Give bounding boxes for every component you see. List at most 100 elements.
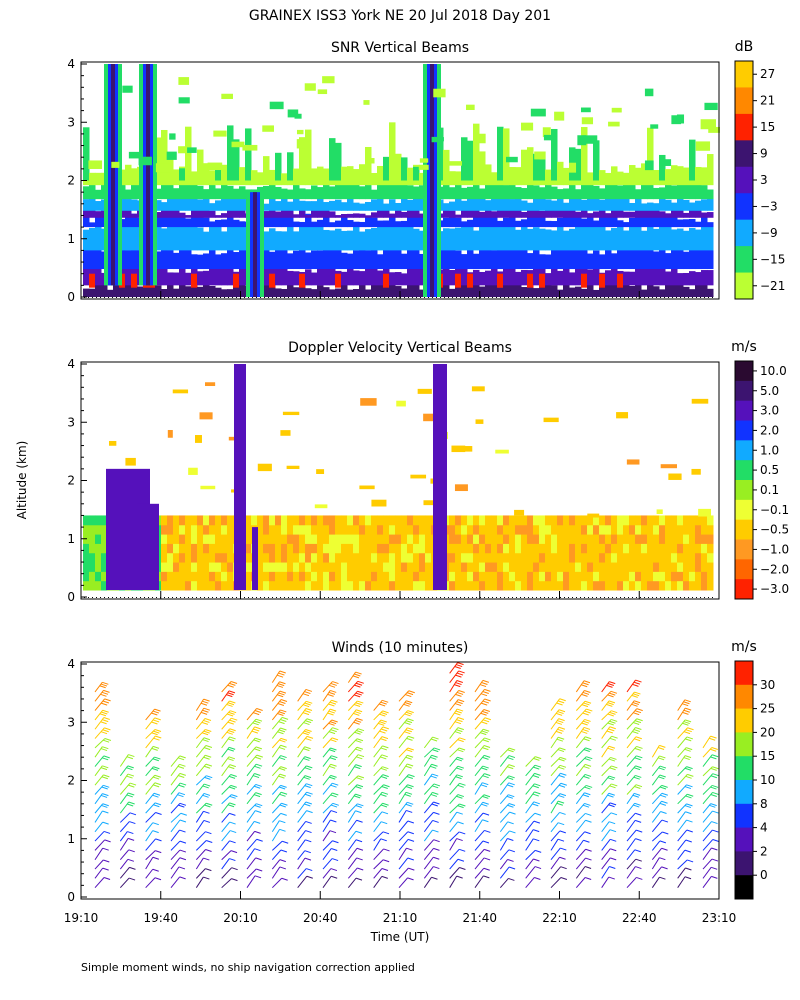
snr-cell	[700, 119, 716, 130]
snr-cell	[539, 273, 546, 288]
doppler-cell	[671, 571, 678, 582]
wind-barb-flag	[683, 709, 690, 713]
wind-barb-flag	[203, 810, 210, 814]
wind-barb-flag	[378, 703, 386, 707]
doppler-cell	[683, 543, 690, 554]
snr-cell	[485, 200, 492, 211]
doppler-cell	[527, 534, 534, 544]
wind-barb-flag	[151, 712, 158, 716]
wind-barb-flag	[454, 684, 461, 688]
wind-barb-flag	[279, 859, 287, 863]
snr-cell	[377, 282, 384, 297]
snr-cell	[665, 213, 672, 218]
doppler-cell	[419, 552, 426, 563]
snr-cell	[233, 188, 240, 200]
doppler-cell	[203, 571, 210, 582]
wind-barb-flag	[355, 839, 363, 843]
snr-cell	[557, 270, 564, 286]
snr-cell	[689, 289, 696, 297]
doppler-cell	[167, 580, 174, 591]
snr-cell	[178, 146, 188, 154]
colorbar-unit: m/s	[731, 639, 757, 655]
doppler-cell	[473, 524, 480, 535]
snr-cell	[641, 249, 648, 270]
baseline-dot	[648, 597, 649, 598]
doppler-cell	[611, 515, 618, 526]
wind-barb-flag	[533, 838, 540, 842]
doppler-cell	[641, 524, 648, 535]
doppler-cell	[191, 571, 198, 582]
wind-barb-flag	[711, 784, 719, 788]
wind-barb-flag	[609, 726, 616, 730]
doppler-cell	[695, 524, 702, 535]
wind-barb	[195, 811, 204, 823]
snr-cell	[443, 267, 450, 286]
x-axis-label: Time (UT)	[370, 930, 430, 944]
wind-barb-flag	[254, 830, 261, 834]
snr-cell	[539, 286, 546, 297]
snr-cell	[221, 253, 228, 270]
snr-cell	[582, 135, 598, 144]
wind-barb	[271, 820, 280, 833]
snr-cell	[281, 206, 288, 218]
snr-cell	[167, 225, 174, 251]
wind-barb-flag	[481, 803, 488, 807]
doppler-cell	[635, 580, 642, 591]
baseline-dot	[424, 597, 425, 598]
snr-cell	[122, 85, 133, 93]
wind-barb	[297, 857, 306, 870]
snr-cell	[503, 268, 510, 286]
snr-cell	[191, 209, 198, 218]
snr-cell	[593, 266, 600, 286]
wind-barb-flag	[711, 821, 718, 825]
snr-cell	[341, 271, 348, 286]
wind-barb-flag	[684, 755, 692, 759]
doppler-cell	[179, 543, 186, 554]
wind-barb-flag	[381, 728, 388, 732]
wind-barb	[145, 830, 154, 842]
snr-cell	[89, 288, 96, 297]
wind-barb-flag	[355, 702, 362, 706]
doppler-cell	[461, 515, 468, 526]
baseline-dot	[696, 297, 697, 298]
doppler-cell	[359, 485, 375, 490]
wind-barb-flag	[431, 803, 438, 807]
wind-barb-flag	[454, 703, 462, 707]
baseline-dot	[428, 597, 429, 598]
snr-cell	[365, 184, 372, 200]
doppler-cell	[257, 515, 264, 526]
baseline-dot	[520, 597, 521, 598]
wind-barb-flag	[304, 767, 311, 771]
baseline-dot	[432, 597, 433, 598]
doppler-cell	[497, 524, 504, 535]
snr-cell	[671, 207, 678, 218]
snr-cell	[473, 207, 480, 218]
wind-barb-flag	[455, 682, 462, 686]
wind-barb	[271, 866, 281, 879]
wind-barb	[702, 810, 713, 823]
snr-cell	[305, 288, 312, 297]
doppler-cell	[371, 499, 387, 507]
snr-cell	[215, 287, 222, 297]
wind-barb	[347, 877, 357, 888]
wind-barb-flag	[151, 721, 158, 725]
wind-barb-flag	[357, 700, 364, 704]
snr-cell	[455, 227, 462, 251]
wind-barb-flag	[560, 782, 567, 786]
wind-barb-flag	[129, 812, 137, 816]
baseline-dot	[528, 597, 529, 598]
doppler-cell	[215, 562, 222, 572]
wind-barb-flag	[433, 801, 440, 805]
snr-cell	[533, 266, 540, 286]
snr-cell	[617, 171, 624, 186]
snr-cell	[377, 182, 384, 200]
wind-barb-flag	[101, 776, 109, 780]
doppler-cell	[383, 524, 390, 535]
wind-barb-flag	[484, 773, 491, 777]
snr-cell	[179, 184, 186, 200]
doppler-cell	[485, 534, 492, 544]
doppler-cell	[533, 515, 540, 526]
baseline-dot	[92, 597, 93, 598]
wind-barb-flag	[407, 877, 414, 881]
doppler-cell	[269, 580, 276, 591]
